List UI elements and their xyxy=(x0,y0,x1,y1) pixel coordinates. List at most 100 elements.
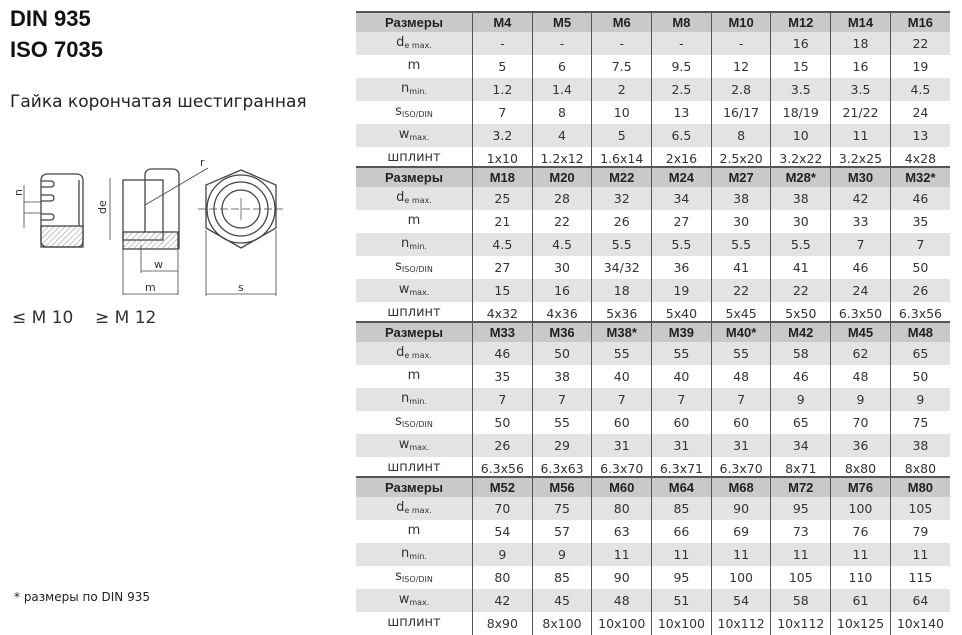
table-cell: 10 xyxy=(591,101,652,124)
table-cell: 2.5x20 xyxy=(710,147,771,170)
table-cell: 6.3x50 xyxy=(830,302,891,325)
row-label: sISO/DIN xyxy=(356,256,473,279)
table-cell: 11 xyxy=(651,543,712,566)
table-cell: 9 xyxy=(531,543,592,566)
table-cell: 8x90 xyxy=(472,612,533,635)
table-cell: 65 xyxy=(889,342,950,365)
table-row: шплинт 1x10 1.2x12 1.6x14 2x16 2.5x20 3.2x22 3.… xyxy=(356,147,950,170)
table-cell: 34/32 xyxy=(591,256,652,279)
table-cell: 6.3x70 xyxy=(591,457,652,480)
table-cell: 79 xyxy=(889,520,950,543)
table-cell: 1.6x14 xyxy=(591,147,652,170)
size-header: M12 xyxy=(770,11,831,32)
table-cell: 95 xyxy=(770,497,831,520)
table-cell: 27 xyxy=(472,256,533,279)
table-cell: 70 xyxy=(830,411,891,434)
table-cell: 54 xyxy=(472,520,533,543)
note-le-m10: ≤ M 10 xyxy=(12,308,74,328)
table-cell: 5.5 xyxy=(651,233,712,256)
label-s: s xyxy=(238,281,244,294)
table-cell: 22 xyxy=(770,279,831,302)
table-cell: 16 xyxy=(531,279,592,302)
table-cell: 5x45 xyxy=(710,302,771,325)
table-cell: 12 xyxy=(710,55,771,78)
table-row: de max. 70 75 80 85 90 95 100 105 xyxy=(356,497,950,520)
table-cell: 3.2 xyxy=(472,124,533,147)
label-m: m xyxy=(145,281,156,294)
table-cell: 50 xyxy=(531,342,592,365)
header-label: Размеры xyxy=(356,166,473,187)
table-cell: 3.5 xyxy=(830,78,891,101)
table-cell: 110 xyxy=(830,566,891,589)
table-cell: 2x16 xyxy=(651,147,712,170)
table-cell: 38 xyxy=(531,365,592,388)
spec-table: Размеры M4 M5 M6 M8 M10 M12 M14 M16 de max. - - - - -1… xyxy=(356,11,950,170)
size-header: M28* xyxy=(770,166,831,187)
table-cell: 2.8 xyxy=(710,78,771,101)
table-cell: 58 xyxy=(770,589,831,612)
table-row: sISO/DIN 7 8 10 13 16/17 18/19 21/22 24 xyxy=(356,101,950,124)
table-cell: 41 xyxy=(710,256,771,279)
table-cell: 25 xyxy=(472,187,533,210)
size-header: M45 xyxy=(830,321,891,342)
table-row: wmax. 26 29 31 31 31 34 36 38 xyxy=(356,434,950,457)
table-cell: 54 xyxy=(710,589,771,612)
row-label-main: w xyxy=(398,437,410,452)
table-cell: 24 xyxy=(889,101,950,124)
table-cell: 13 xyxy=(651,101,712,124)
row-label-sub: min. xyxy=(409,397,427,406)
size-header: M52 xyxy=(472,476,533,497)
row-label-main: шплинт xyxy=(387,150,441,165)
table-cell: 35 xyxy=(472,365,533,388)
row-label-main: m xyxy=(407,523,421,538)
table-cell: 46 xyxy=(889,187,950,210)
table-row: sISO/DIN 27 30 34/32 36 41 41 46 50 xyxy=(356,256,950,279)
table-cell: 41 xyxy=(770,256,831,279)
table-header-row: Размеры M4 M5 M6 M8 M10 M12 M14 M16 xyxy=(356,11,950,32)
row-label-sub: max. xyxy=(409,133,430,142)
row-label: sISO/DIN xyxy=(356,566,473,589)
table-row: m 35 38 40 40 48 46 48 50 xyxy=(356,365,950,388)
table-cell: 10x112 xyxy=(710,612,771,635)
table-row: шплинт 4x32 4x36 5x36 5x40 5x45 5x50 6.3x50 6.3x… xyxy=(356,302,950,325)
row-label: sISO/DIN xyxy=(356,101,473,124)
table-cell: 76 xyxy=(830,520,891,543)
table-cell: 2 xyxy=(591,78,652,101)
footnote: * размеры по DIN 935 xyxy=(14,590,150,604)
table-cell: 100 xyxy=(710,566,771,589)
row-label: de max. xyxy=(356,497,473,520)
table-cell: 7 xyxy=(591,388,652,411)
table-cell: 57 xyxy=(531,520,592,543)
row-label: nmin. xyxy=(356,543,473,566)
table-row: wmax. 3.2 4 5 6.5 8 10 11 13 xyxy=(356,124,950,147)
table-cell: 55 xyxy=(710,342,771,365)
header-label: Размеры xyxy=(356,321,473,342)
table-cell: 26 xyxy=(889,279,950,302)
table-cell: 62 xyxy=(830,342,891,365)
table-cell: 85 xyxy=(651,497,712,520)
size-header: M22 xyxy=(591,166,652,187)
table-cell: 8x100 xyxy=(531,612,592,635)
table-row: de max. - - - - -16 18 22 xyxy=(356,32,950,55)
row-label-sub: max. xyxy=(409,598,430,607)
table-cell: 7 xyxy=(472,101,533,124)
table-cell: 5 xyxy=(472,55,533,78)
table-cell: 48 xyxy=(710,365,771,388)
row-label-main: шплинт xyxy=(387,305,441,320)
table-cell: 55 xyxy=(651,342,712,365)
header-label: Размеры xyxy=(356,476,473,497)
table-cell: 60 xyxy=(651,411,712,434)
table-cell: 38 xyxy=(770,187,831,210)
size-header: M72 xyxy=(770,476,831,497)
row-label-sub: max. xyxy=(409,443,430,452)
table-cell: 11 xyxy=(710,543,771,566)
table-row: sISO/DIN 80 85 90 95 100 105 110 115 xyxy=(356,566,950,589)
table-cell: 31 xyxy=(710,434,771,457)
table-cell: 13 xyxy=(889,124,950,147)
table-cell: 22 xyxy=(531,210,592,233)
table-cell: 38 xyxy=(889,434,950,457)
table-cell: 46 xyxy=(770,365,831,388)
row-label-sub: ISO/DIN xyxy=(401,575,433,584)
table-cell: 19 xyxy=(651,279,712,302)
row-label-sub: min. xyxy=(409,552,427,561)
